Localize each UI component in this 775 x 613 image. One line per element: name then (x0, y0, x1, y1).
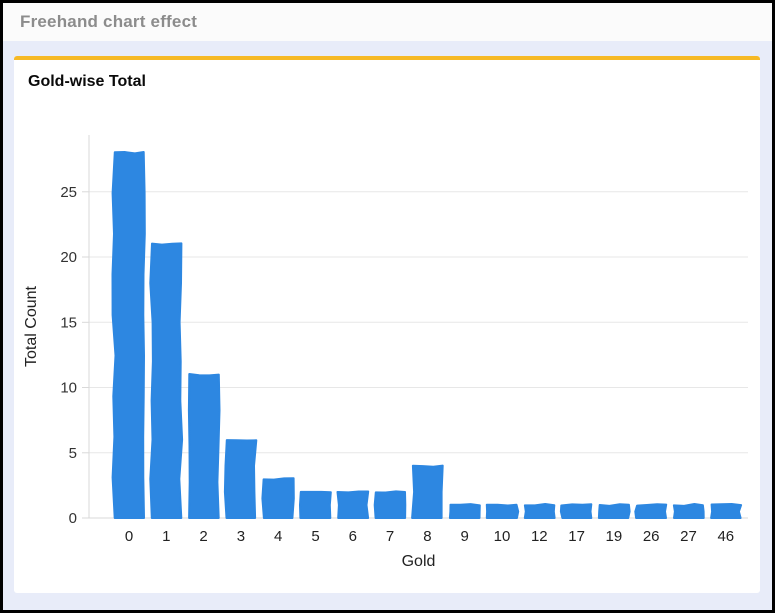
x-tick-label: 6 (349, 528, 357, 545)
x-tick-label: 12 (531, 528, 548, 545)
x-tick-label: 2 (199, 528, 207, 545)
bar[interactable] (223, 439, 258, 519)
y-tick-label: 5 (69, 445, 77, 462)
y-tick-label: 10 (60, 380, 77, 397)
bar[interactable] (299, 490, 332, 519)
bar[interactable] (111, 151, 146, 519)
x-tick-label: 8 (423, 528, 431, 545)
x-tick-label: 5 (311, 528, 319, 545)
x-tick-label: 17 (568, 528, 585, 545)
bar[interactable] (149, 242, 184, 519)
y-tick-label: 25 (60, 184, 77, 201)
bar[interactable] (710, 503, 743, 519)
bar[interactable] (597, 503, 631, 519)
bar[interactable] (485, 503, 520, 519)
x-tick-label: 26 (643, 528, 660, 545)
y-axis-label: Total Count (23, 285, 40, 366)
x-tick-label: 0 (125, 528, 133, 545)
page-title: Freehand chart effect (20, 12, 198, 31)
x-tick-label: 19 (606, 528, 623, 545)
chart-title: Gold-wise Total (28, 73, 146, 90)
y-tick-label: 20 (60, 249, 77, 266)
x-tick-label: 9 (461, 528, 469, 545)
bar[interactable] (336, 490, 370, 519)
bar[interactable] (672, 503, 705, 519)
y-tick-label: 15 (60, 314, 77, 331)
window-header: Freehand chart effect (3, 3, 772, 41)
chart-card: Gold-wise Total 0 5 10 15 20 25 0 1 2 3 4 5 6 7 8 9 10 12… (14, 56, 760, 593)
x-tick-label: 10 (494, 528, 511, 545)
x-tick-label: 1 (162, 528, 170, 545)
x-tick-label: 3 (237, 528, 245, 545)
bar[interactable] (373, 490, 407, 519)
x-tick-label: 46 (717, 528, 734, 545)
bar[interactable] (261, 477, 295, 519)
chart-area: 0 5 10 15 20 25 0 1 2 3 4 5 6 7 8 9 10 12 17 19 26 27 46 Gold To… (20, 115, 752, 579)
x-tick-label: 7 (386, 528, 394, 545)
bar[interactable] (448, 503, 481, 519)
bar[interactable] (559, 503, 593, 519)
bar[interactable] (411, 464, 444, 519)
x-tick-label: 4 (274, 528, 282, 545)
x-tick-label: 27 (680, 528, 697, 545)
bar[interactable] (523, 503, 556, 519)
x-axis-label: Gold (402, 553, 436, 570)
bar[interactable] (634, 503, 668, 519)
y-tick-label: 0 (69, 510, 77, 527)
bar[interactable] (187, 373, 221, 519)
card-accent-bar (14, 56, 760, 60)
